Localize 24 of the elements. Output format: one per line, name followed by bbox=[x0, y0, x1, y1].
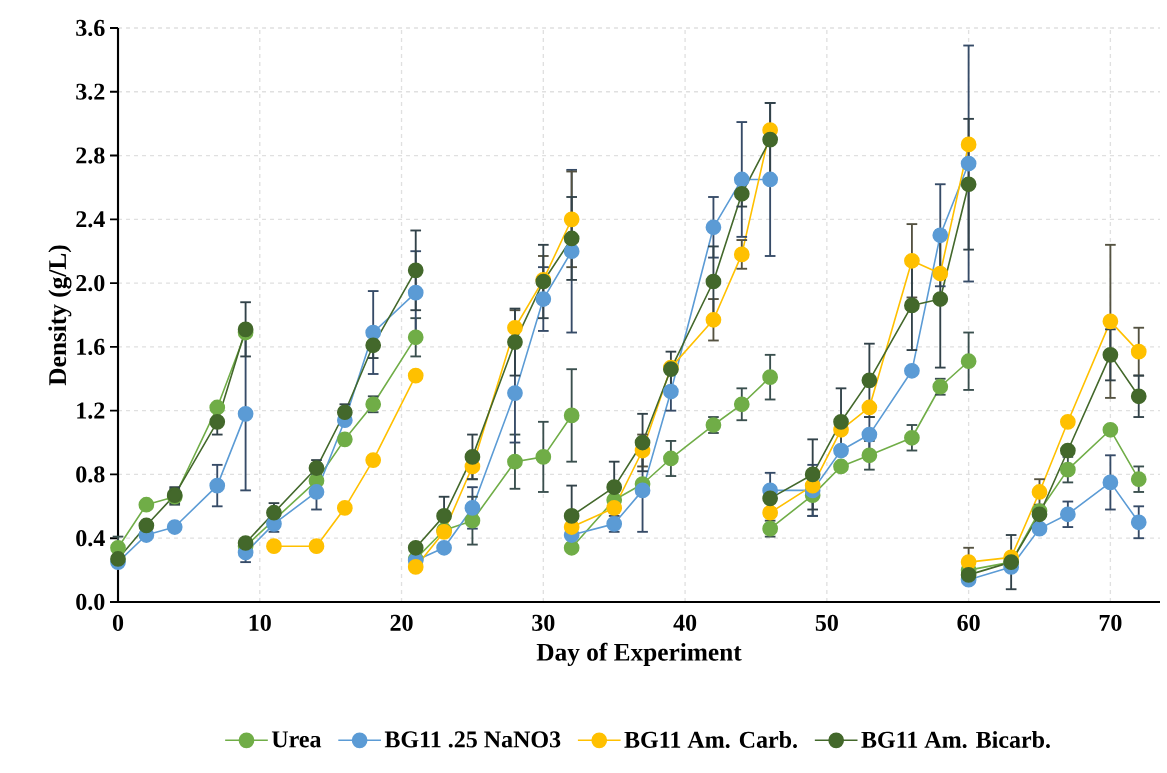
y-tick-label: 1.2 bbox=[77, 402, 105, 419]
y-axis-title: Density (g/L) bbox=[48, 245, 72, 386]
legend-label: Urea bbox=[271, 731, 322, 748]
y-tick-label: 2.0 bbox=[76, 274, 105, 292]
y-tick-label: 0.4 bbox=[76, 530, 105, 547]
x-tick-label: 30 bbox=[532, 614, 555, 631]
y-tick-label: 2.4 bbox=[76, 211, 105, 228]
x-tick-label: 70 bbox=[1099, 614, 1122, 631]
x-tick-label: 20 bbox=[390, 614, 413, 631]
y-tick-label: 1.6 bbox=[77, 338, 105, 355]
y-tick-label: 2.8 bbox=[76, 147, 105, 164]
y-tick-label: 3.2 bbox=[76, 83, 105, 100]
y-tick-label: 0.8 bbox=[76, 466, 105, 483]
x-tick-label: 50 bbox=[815, 614, 838, 631]
y-tick-label: 3.6 bbox=[76, 19, 105, 37]
legend-label: BG11 .25 NaNO3 bbox=[384, 731, 561, 748]
legend-label: BG11 Am. Bicarb. bbox=[861, 730, 1050, 748]
legend-label: BG11 Am. Carb. bbox=[624, 730, 797, 748]
x-axis-title: Day of Experiment bbox=[536, 642, 742, 667]
x-tick-label: 40 bbox=[673, 614, 697, 631]
x-tick-label: 0 bbox=[112, 614, 124, 631]
x-tick-label: 10 bbox=[249, 614, 271, 631]
x-tick-label: 60 bbox=[957, 614, 980, 631]
y-tick-label: 0.0 bbox=[76, 593, 105, 611]
